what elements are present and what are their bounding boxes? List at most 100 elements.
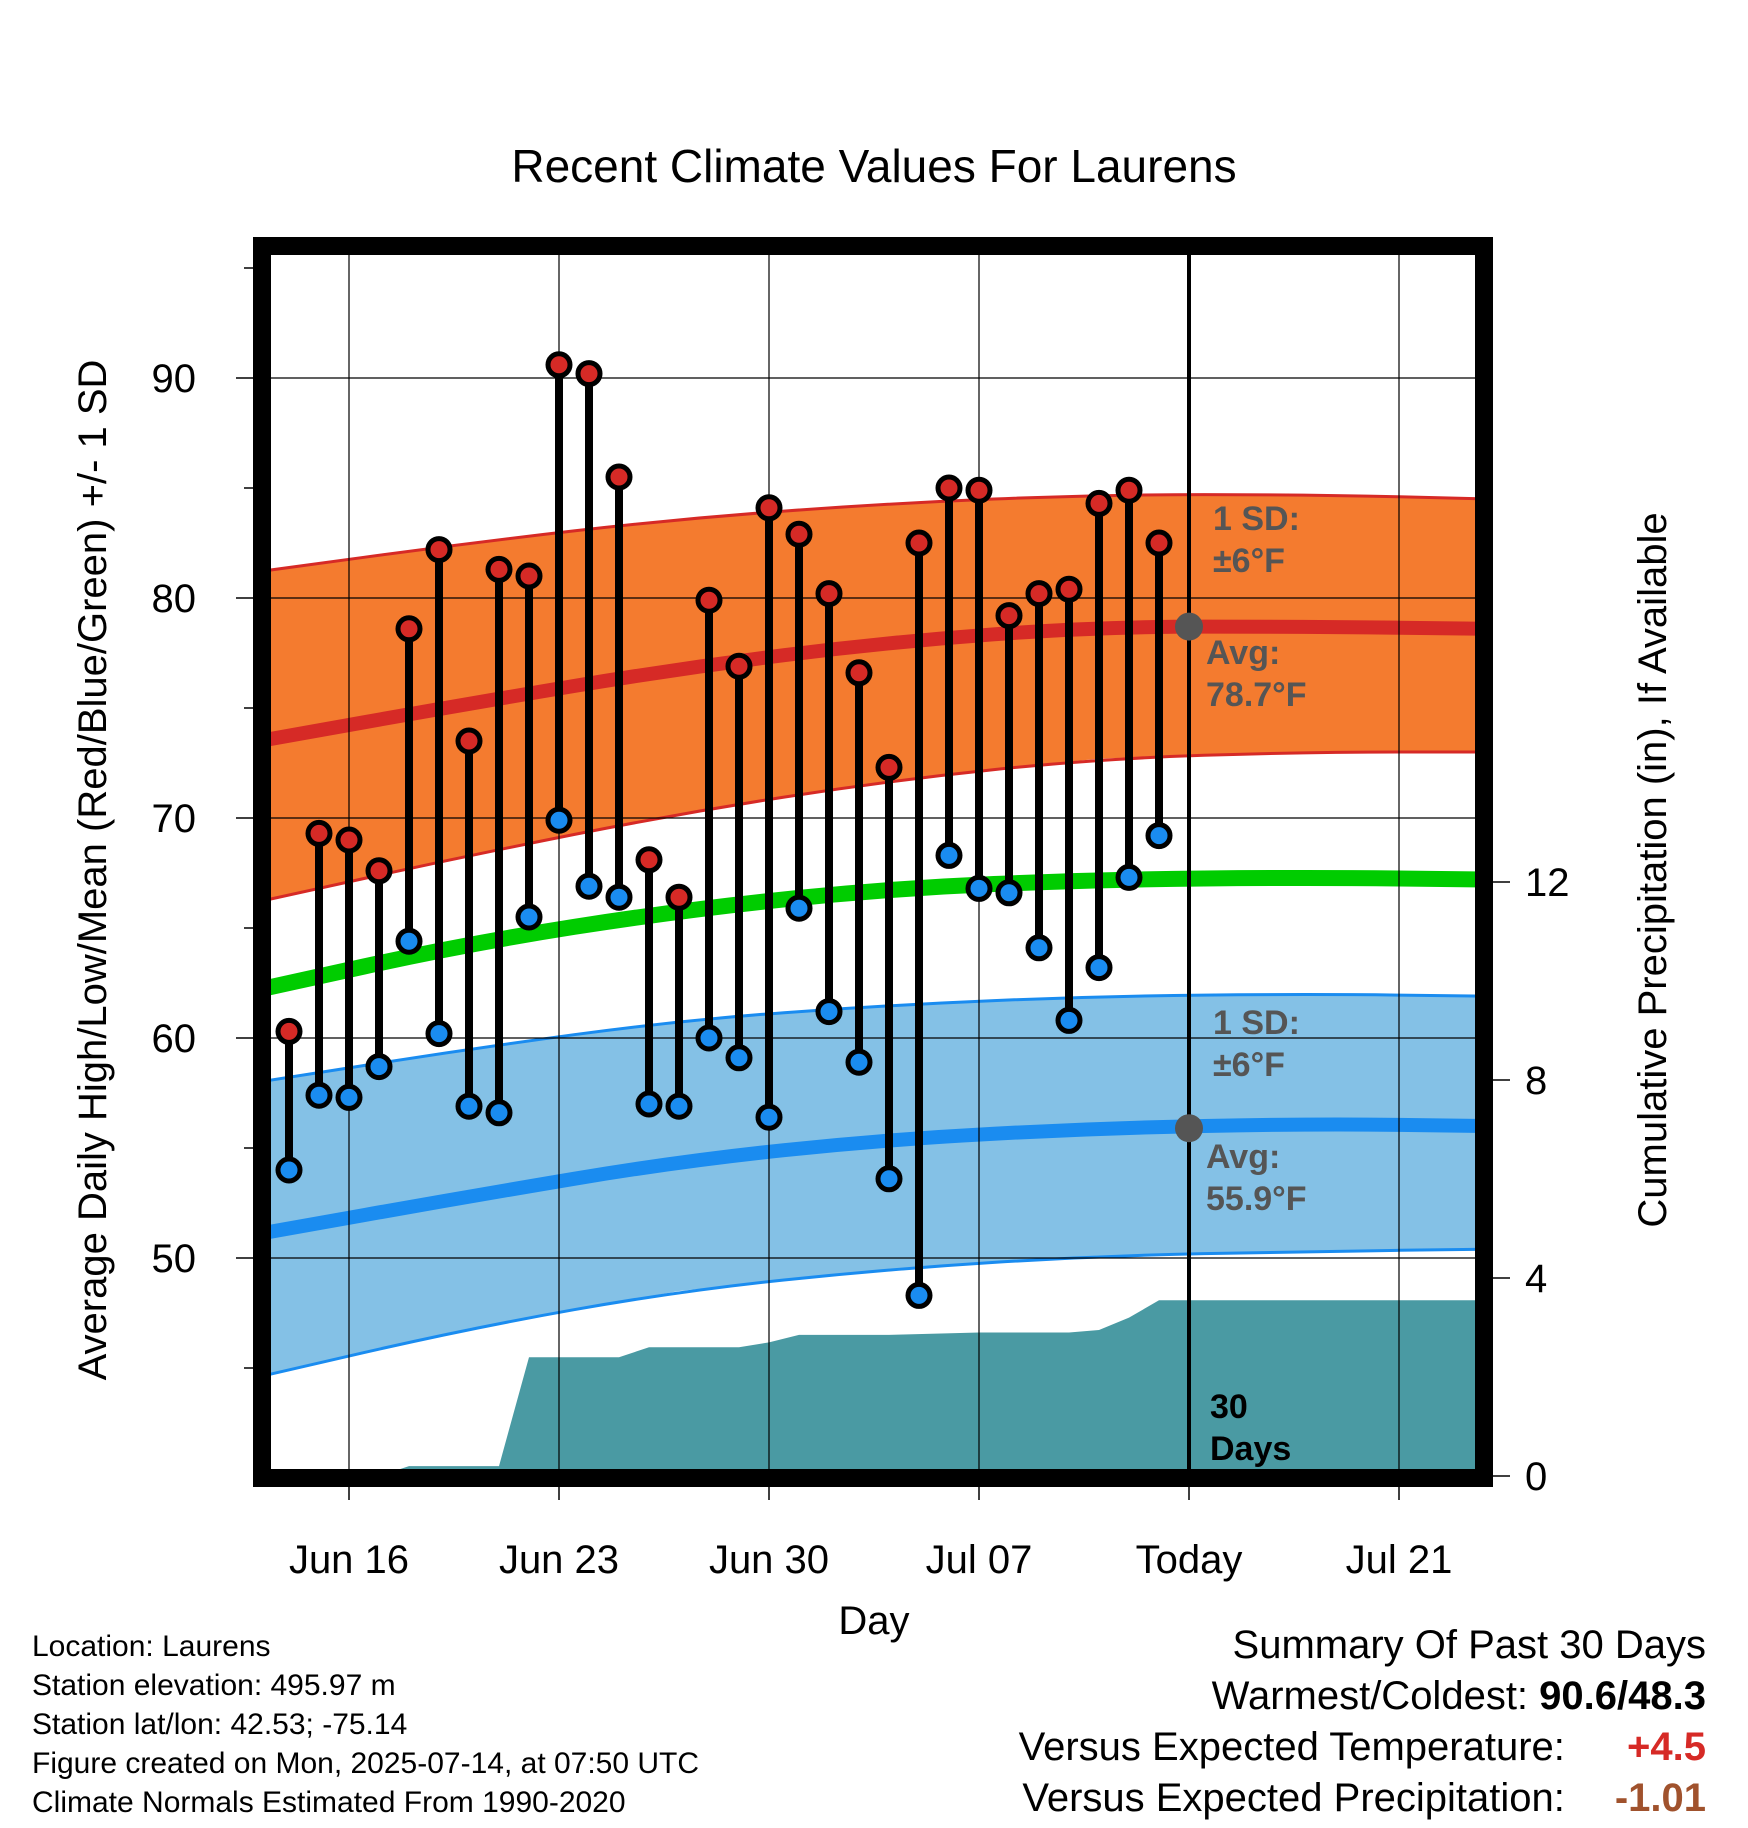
high-sd-value: ±6°F: [1213, 542, 1285, 580]
observed-low-point: [845, 1048, 873, 1076]
high-avg-label: Avg:: [1206, 634, 1280, 672]
observed-low-point: [1055, 1006, 1083, 1034]
observed-high-point: [395, 615, 423, 643]
high-normal-band-lower-edge: [262, 750, 1484, 903]
observed-high-point: [485, 555, 513, 583]
observed-high-point: [845, 659, 873, 687]
observed-high-point: [1055, 575, 1083, 603]
observed-low-point: [785, 894, 813, 922]
summary-warm-cold: Warmest/Coldest: 90.6/48.3: [1019, 1671, 1706, 1722]
period-label-line2: Days: [1210, 1430, 1291, 1468]
normals-text: Climate Normals Estimated From 1990-2020: [32, 1786, 626, 1819]
observations-layer: [275, 351, 1203, 1309]
high-normal-band-upper-edge: [262, 493, 1484, 573]
observed-low-point: [935, 841, 963, 869]
low-sd-value: ±6°F: [1213, 1046, 1285, 1084]
low-avg-label: Avg:: [1206, 1138, 1280, 1176]
summary-precip: Versus Expected Precipitation: -1.01: [1019, 1773, 1706, 1824]
elevation-text: Station elevation: 495.97 m: [32, 1669, 396, 1702]
observed-low-point: [905, 1281, 933, 1309]
precip-value: -1.01: [1614, 1776, 1706, 1820]
x-tick-label: Jul 07: [926, 1538, 1033, 1582]
location-text: Location: Laurens: [32, 1630, 271, 1663]
observed-low-point: [815, 998, 843, 1026]
observed-high-point: [1145, 529, 1173, 557]
observed-low-point: [725, 1044, 753, 1072]
observed-low-point: [365, 1053, 393, 1081]
observed-high-point: [425, 536, 453, 564]
plot-frame: [253, 237, 1493, 1487]
axes-layer: 50 60 70 80 90 0 4 8 12 Jun 16 Jun 23 Jun 30 Jul 07 T…: [152, 237, 1570, 1582]
latlon-text: Station lat/lon: 42.53; -75.14: [32, 1708, 408, 1741]
observed-high-point: [965, 476, 993, 504]
observed-low-point: [875, 1165, 903, 1193]
y2-tick-label: 12: [1525, 861, 1570, 905]
high-sd-label: 1 SD:: [1213, 500, 1300, 538]
normal-bands-layer: [262, 493, 1484, 1378]
low-avg-value: 55.9°F: [1206, 1180, 1307, 1218]
y2-axis-label: Cumulative Precipitation (in), If Availa…: [1631, 512, 1675, 1227]
observed-high-point: [1025, 580, 1053, 608]
observed-high-point: [635, 846, 663, 874]
x-tick-label: Jun 23: [499, 1538, 619, 1582]
y2-tick-label: 0: [1525, 1455, 1547, 1499]
y-tick-label: 60: [152, 1017, 197, 1061]
observed-low-point: [335, 1083, 363, 1111]
observed-low-point: [485, 1099, 513, 1127]
observed-low-point: [995, 879, 1023, 907]
observed-high-point: [1115, 476, 1143, 504]
observed-high-point: [875, 753, 903, 781]
warm-cold-value: 90.6/48.3: [1539, 1674, 1706, 1718]
low-normal-band-upper-edge: [262, 993, 1484, 1084]
observed-high-point: [305, 819, 333, 847]
observed-high-point: [665, 883, 693, 911]
observed-high-point: [905, 529, 933, 557]
observed-low-point: [1115, 863, 1143, 891]
observed-high-point: [935, 474, 963, 502]
summary-panel: Summary Of Past 30 Days Warmest/Coldest:…: [1019, 1620, 1706, 1824]
x-tick-label: Today: [1136, 1538, 1243, 1582]
observed-high-point: [515, 562, 543, 590]
observed-low-point: [665, 1092, 693, 1120]
period-label-line1: 30: [1210, 1388, 1248, 1426]
precip-label: Versus Expected Precipitation:: [1022, 1776, 1565, 1820]
observed-low-point: [605, 883, 633, 911]
high-avg-value: 78.7°F: [1206, 676, 1307, 714]
observed-low-point: [455, 1092, 483, 1120]
low-normal-band-lower-edge: [262, 1247, 1484, 1378]
observed-low-point: [545, 806, 573, 834]
observed-high-point: [1085, 489, 1113, 517]
observed-low-point: [575, 872, 603, 900]
observed-low-point: [1085, 954, 1113, 982]
y2-tick-label: 8: [1525, 1059, 1547, 1103]
y-tick-label: 90: [152, 357, 197, 401]
observed-low-point: [305, 1081, 333, 1109]
observed-low-point: [695, 1024, 723, 1052]
chart-title: Recent Climate Values For Laurens: [511, 140, 1236, 192]
low-normal-mean-line: [262, 1117, 1484, 1241]
observed-high-point: [455, 727, 483, 755]
x-tick-label: Jun 30: [709, 1538, 829, 1582]
y2-tick-label: 4: [1525, 1257, 1547, 1301]
warm-cold-label: Warmest/Coldest:: [1211, 1674, 1529, 1718]
observed-high-point: [575, 360, 603, 388]
observed-high-point: [275, 1017, 303, 1045]
observed-high-point: [695, 586, 723, 614]
x-axis-label: Day: [838, 1599, 909, 1643]
high-normal-mean-line: [262, 619, 1484, 748]
y-tick-label: 70: [152, 797, 197, 841]
station-info: Location: Laurens Station elevation: 495…: [32, 1627, 699, 1822]
observed-high-point: [785, 520, 813, 548]
mean-normal-line: [262, 869, 1484, 998]
y-tick-label: 80: [152, 577, 197, 621]
temp-label: Versus Expected Temperature:: [1018, 1725, 1565, 1769]
observed-low-point: [395, 927, 423, 955]
low-normal-band: [262, 994, 1484, 1377]
temp-value: +4.5: [1627, 1725, 1706, 1769]
observed-high-point: [995, 602, 1023, 630]
today-high-normal-marker: [1175, 612, 1203, 641]
x-tick-label: Jun 16: [289, 1538, 409, 1582]
observed-high-point: [545, 351, 573, 379]
today-low-normal-marker: [1175, 1114, 1203, 1143]
observed-low-point: [425, 1020, 453, 1048]
